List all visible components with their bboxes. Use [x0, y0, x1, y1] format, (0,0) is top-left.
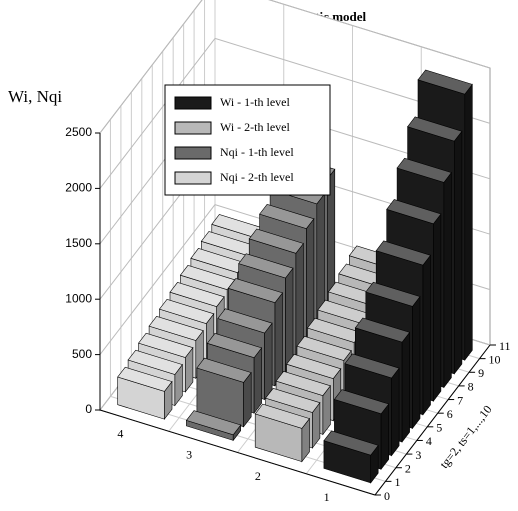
grid-line	[268, 0, 491, 69]
bar-top	[148, 315, 204, 341]
depth-axis-label: tg=2, ts=1,...,10	[437, 403, 495, 471]
depth-tick-label: 2	[405, 461, 411, 475]
bar	[254, 403, 311, 463]
axis-line	[374, 344, 491, 496]
z-tick-label: 500	[72, 347, 92, 361]
bar-side	[253, 347, 262, 414]
z-tick-label: 2000	[65, 181, 92, 195]
bar-side	[401, 331, 410, 443]
z-tick-label: 0	[85, 402, 92, 416]
bar	[185, 410, 242, 442]
x-tick-label: 2	[255, 469, 261, 483]
depth-tick-label: 3	[415, 448, 421, 462]
bar-top	[254, 403, 311, 429]
bar-side	[391, 367, 400, 457]
bar-side	[443, 171, 452, 389]
bar	[323, 430, 379, 484]
legend-label: Wi - 1-th level	[220, 95, 290, 109]
bar-top	[417, 69, 473, 95]
bar-top	[354, 317, 411, 343]
bar-top	[275, 370, 331, 396]
legend-label: Nqi - 1-th level	[220, 145, 294, 159]
bar-top	[365, 281, 421, 307]
z-tick-label: 2500	[65, 125, 92, 139]
bar	[117, 366, 173, 420]
bar-top	[333, 389, 390, 415]
bar-top	[138, 332, 194, 358]
bar-top	[265, 387, 321, 413]
bar-top	[296, 335, 352, 361]
bar-top	[259, 203, 315, 229]
z-tick-label: 1500	[65, 236, 92, 250]
bar	[196, 357, 252, 428]
depth-tick-label: 8	[468, 380, 474, 394]
bar-side	[412, 295, 421, 430]
grid-line	[99, 38, 216, 189]
bar-top	[286, 353, 342, 379]
grid-line	[99, 204, 216, 355]
bar-side	[264, 322, 273, 401]
bar-top	[117, 366, 173, 392]
axis-line	[99, 409, 376, 496]
bar-side	[380, 403, 390, 471]
bar-top	[344, 353, 400, 379]
bar-side	[464, 83, 473, 361]
legend-label: Wi - 2-th level	[220, 120, 290, 134]
depth-tick-label: 10	[489, 352, 501, 366]
depth-tick-label: 1	[394, 475, 400, 489]
bar-top	[196, 357, 252, 383]
bar-top	[407, 116, 463, 142]
legend: Wi - 1-th level Wi - 2-th level Nqi - 1-th…	[164, 84, 331, 196]
bar-top	[127, 349, 183, 375]
bar-top	[238, 253, 294, 279]
bar-top	[386, 199, 442, 225]
depth-tick-label: 9	[478, 366, 484, 380]
bar-top	[206, 333, 263, 359]
x-tick-label: 4	[117, 426, 123, 440]
legend-swatch	[174, 171, 212, 185]
x-tick-label: 1	[324, 490, 330, 504]
legend-swatch	[174, 146, 212, 160]
depth-tick-label: 0	[384, 489, 390, 503]
depth-tick-label: 11	[499, 339, 511, 353]
grid-line	[99, 0, 203, 134]
depth-tick-label: 5	[436, 421, 442, 435]
depth-tick-label: 6	[447, 407, 453, 421]
legend-label: Nqi - 2-th level	[220, 170, 294, 184]
x-tick-label: 3	[186, 448, 192, 462]
bar-top	[185, 410, 242, 436]
bar-side	[274, 292, 283, 387]
bar-side	[453, 130, 463, 375]
bar-side	[285, 267, 294, 374]
bar-top	[217, 308, 273, 334]
bar-side	[422, 254, 431, 416]
bar-top	[248, 228, 304, 254]
bar-top	[396, 157, 452, 183]
bar-top	[169, 282, 225, 307]
legend-swatch	[174, 96, 212, 110]
bar-top	[227, 278, 284, 304]
bar-top	[323, 430, 379, 456]
depth-tick-label: 4	[426, 434, 432, 448]
z-axis-label: Wi, Nqi	[8, 87, 62, 106]
depth-tick-label: 7	[457, 393, 463, 407]
bar-side	[433, 213, 442, 402]
scene: 01234567891011432105001000150020002500tg…	[65, 0, 511, 504]
bar-top	[159, 298, 215, 324]
bar-top	[375, 240, 431, 266]
legend-swatch	[174, 121, 212, 135]
z-tick-label: 1000	[65, 291, 92, 305]
